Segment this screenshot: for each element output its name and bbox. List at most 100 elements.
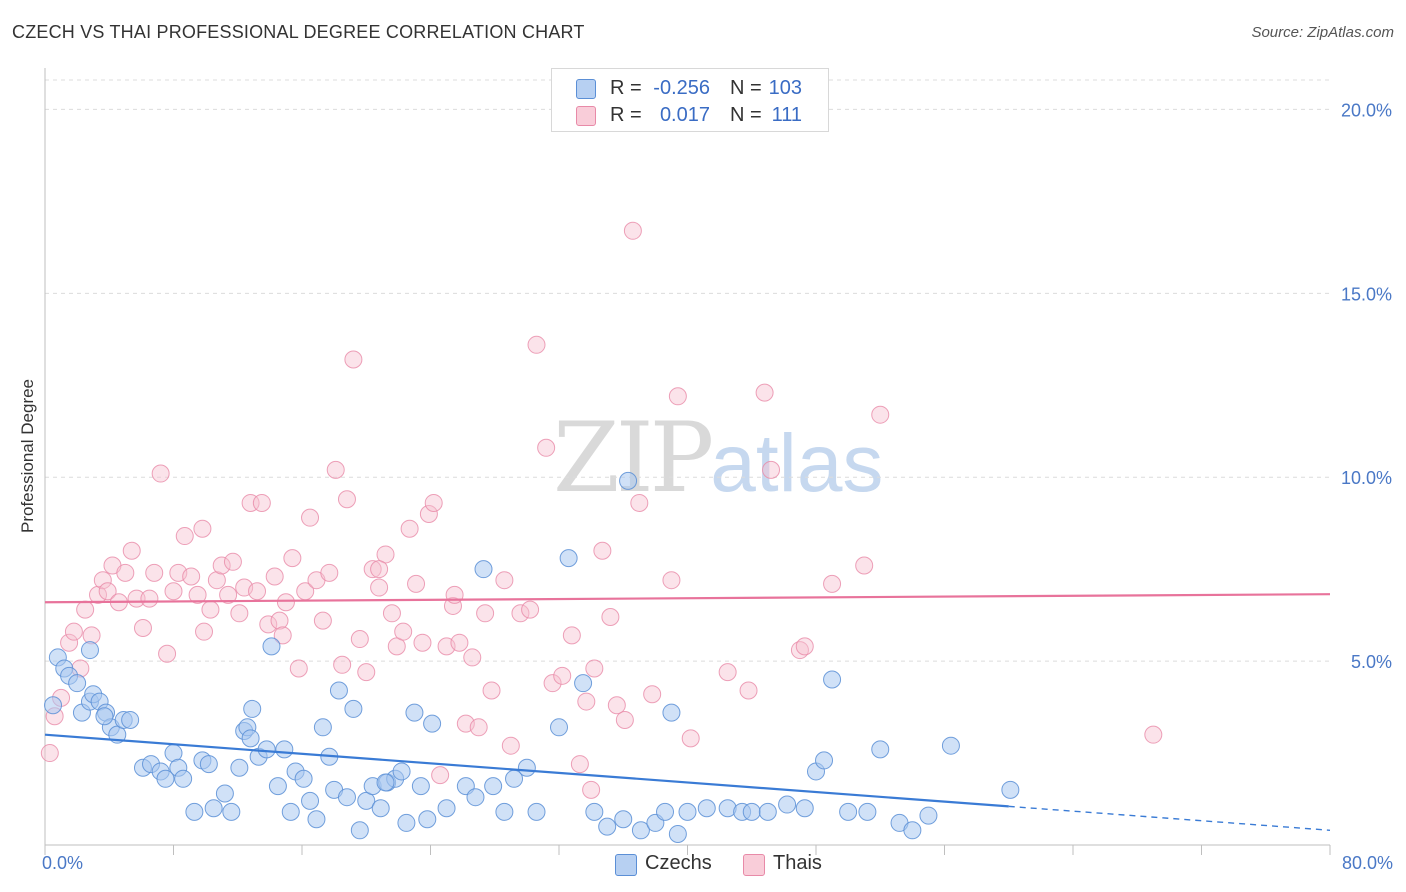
y-tick-label: 5.0% bbox=[1351, 652, 1392, 672]
thai-point bbox=[283, 549, 302, 568]
chart-title: CZECH VS THAI PROFESSIONAL DEGREE CORREL… bbox=[12, 22, 585, 42]
czech-legend-swatch bbox=[615, 854, 637, 876]
czech-point bbox=[778, 795, 797, 814]
thai-point bbox=[718, 663, 737, 682]
czech-point bbox=[662, 703, 681, 722]
czech-point bbox=[423, 714, 442, 733]
czech-point bbox=[44, 696, 63, 715]
y-tick-label: 20.0% bbox=[1341, 100, 1392, 120]
x-tick-label-max: 80.0% bbox=[1342, 853, 1393, 873]
thai-point bbox=[543, 674, 562, 693]
thai-point bbox=[344, 350, 363, 369]
thai-point bbox=[98, 582, 117, 601]
czech-point bbox=[329, 681, 348, 700]
thai-point bbox=[1144, 725, 1163, 744]
source-label: Source: ZipAtlas.com bbox=[1251, 24, 1394, 41]
legend-row-thais: R = 0.017 N = 111 bbox=[552, 102, 828, 128]
thai-point bbox=[127, 589, 146, 608]
thai-n-label: N = bbox=[730, 104, 762, 126]
thai-point bbox=[476, 604, 495, 623]
czech-point bbox=[392, 762, 411, 781]
czech-point bbox=[222, 802, 241, 821]
stats-legend: R = -0.256 N = 103 R = 0.017 N = 111 bbox=[551, 68, 829, 132]
thai-point bbox=[431, 766, 450, 785]
czech-point bbox=[313, 718, 332, 737]
thai-point bbox=[562, 626, 581, 645]
thai-point bbox=[643, 685, 662, 704]
watermark-zip: ZIP bbox=[553, 402, 714, 514]
thai-r-label: R = bbox=[610, 104, 642, 126]
thai-point bbox=[230, 604, 249, 623]
thai-point bbox=[511, 604, 530, 623]
czech-point bbox=[230, 758, 249, 777]
thai-point bbox=[537, 438, 556, 457]
czech-point bbox=[156, 769, 175, 788]
thai-point bbox=[175, 527, 194, 546]
thai-point bbox=[252, 493, 271, 512]
thai-point bbox=[270, 611, 289, 630]
czech-point bbox=[858, 802, 877, 821]
thai-point bbox=[201, 600, 220, 619]
thai-legend-label: Thais bbox=[773, 852, 822, 874]
thai-point bbox=[76, 600, 95, 619]
czech-point bbox=[121, 710, 140, 729]
czech-point bbox=[474, 560, 493, 579]
czech-point bbox=[574, 674, 593, 693]
thai-point bbox=[357, 663, 376, 682]
czech-point bbox=[941, 736, 960, 755]
thai-point bbox=[601, 607, 620, 626]
trend-lines bbox=[44, 593, 1331, 831]
czech-point bbox=[697, 799, 716, 818]
thai-point bbox=[370, 560, 389, 579]
czech-point bbox=[758, 802, 777, 821]
thai-point bbox=[739, 681, 758, 700]
tick-labels: 5.0% 10.0% 15.0% 20.0% 0.0% 80.0% bbox=[42, 100, 1393, 873]
thai-point bbox=[313, 611, 332, 630]
thai-point bbox=[681, 729, 700, 748]
thai-n-value: 111 bbox=[771, 104, 802, 126]
x-tick-label-min: 0.0% bbox=[42, 853, 83, 873]
thai-point bbox=[795, 637, 814, 656]
thai-point bbox=[164, 582, 183, 601]
czech-point bbox=[281, 802, 300, 821]
thai-point bbox=[823, 574, 842, 593]
czech-point bbox=[199, 755, 218, 774]
czech-point bbox=[1001, 780, 1020, 799]
thai-point bbox=[593, 541, 612, 560]
thai-point bbox=[133, 619, 152, 638]
thai-point bbox=[276, 593, 295, 612]
czech-point bbox=[337, 788, 356, 807]
thai-swatch bbox=[576, 106, 596, 126]
czech-n-label: N = bbox=[730, 77, 762, 99]
czech-point bbox=[656, 802, 675, 821]
czech-point bbox=[871, 740, 890, 759]
thai-point bbox=[188, 585, 207, 604]
thai-point bbox=[207, 571, 226, 590]
thai-point bbox=[212, 556, 231, 575]
watermark: ZIPatlas bbox=[553, 402, 883, 514]
czech-point bbox=[517, 758, 536, 777]
czech-point bbox=[95, 707, 114, 726]
czech-point bbox=[668, 824, 687, 843]
thai-point bbox=[370, 578, 389, 597]
thai-point bbox=[450, 633, 469, 652]
czech-r-value: -0.256 bbox=[653, 77, 710, 99]
thai-point bbox=[630, 493, 649, 512]
czech-point bbox=[437, 799, 456, 818]
thai-point bbox=[394, 622, 413, 641]
thai-point bbox=[413, 633, 432, 652]
czech-point bbox=[405, 703, 424, 722]
thai-point bbox=[60, 633, 79, 652]
thai-point bbox=[527, 335, 546, 354]
thai-point bbox=[755, 383, 774, 402]
thai-point bbox=[195, 622, 214, 641]
czech-point bbox=[268, 777, 287, 796]
czech-point bbox=[598, 817, 617, 836]
czech-point bbox=[484, 777, 503, 796]
thai-point bbox=[790, 641, 809, 660]
thai-point bbox=[662, 571, 681, 590]
axes bbox=[44, 68, 1331, 855]
thai-point bbox=[265, 567, 284, 586]
thai-point bbox=[326, 460, 345, 479]
czech-point bbox=[795, 799, 814, 818]
